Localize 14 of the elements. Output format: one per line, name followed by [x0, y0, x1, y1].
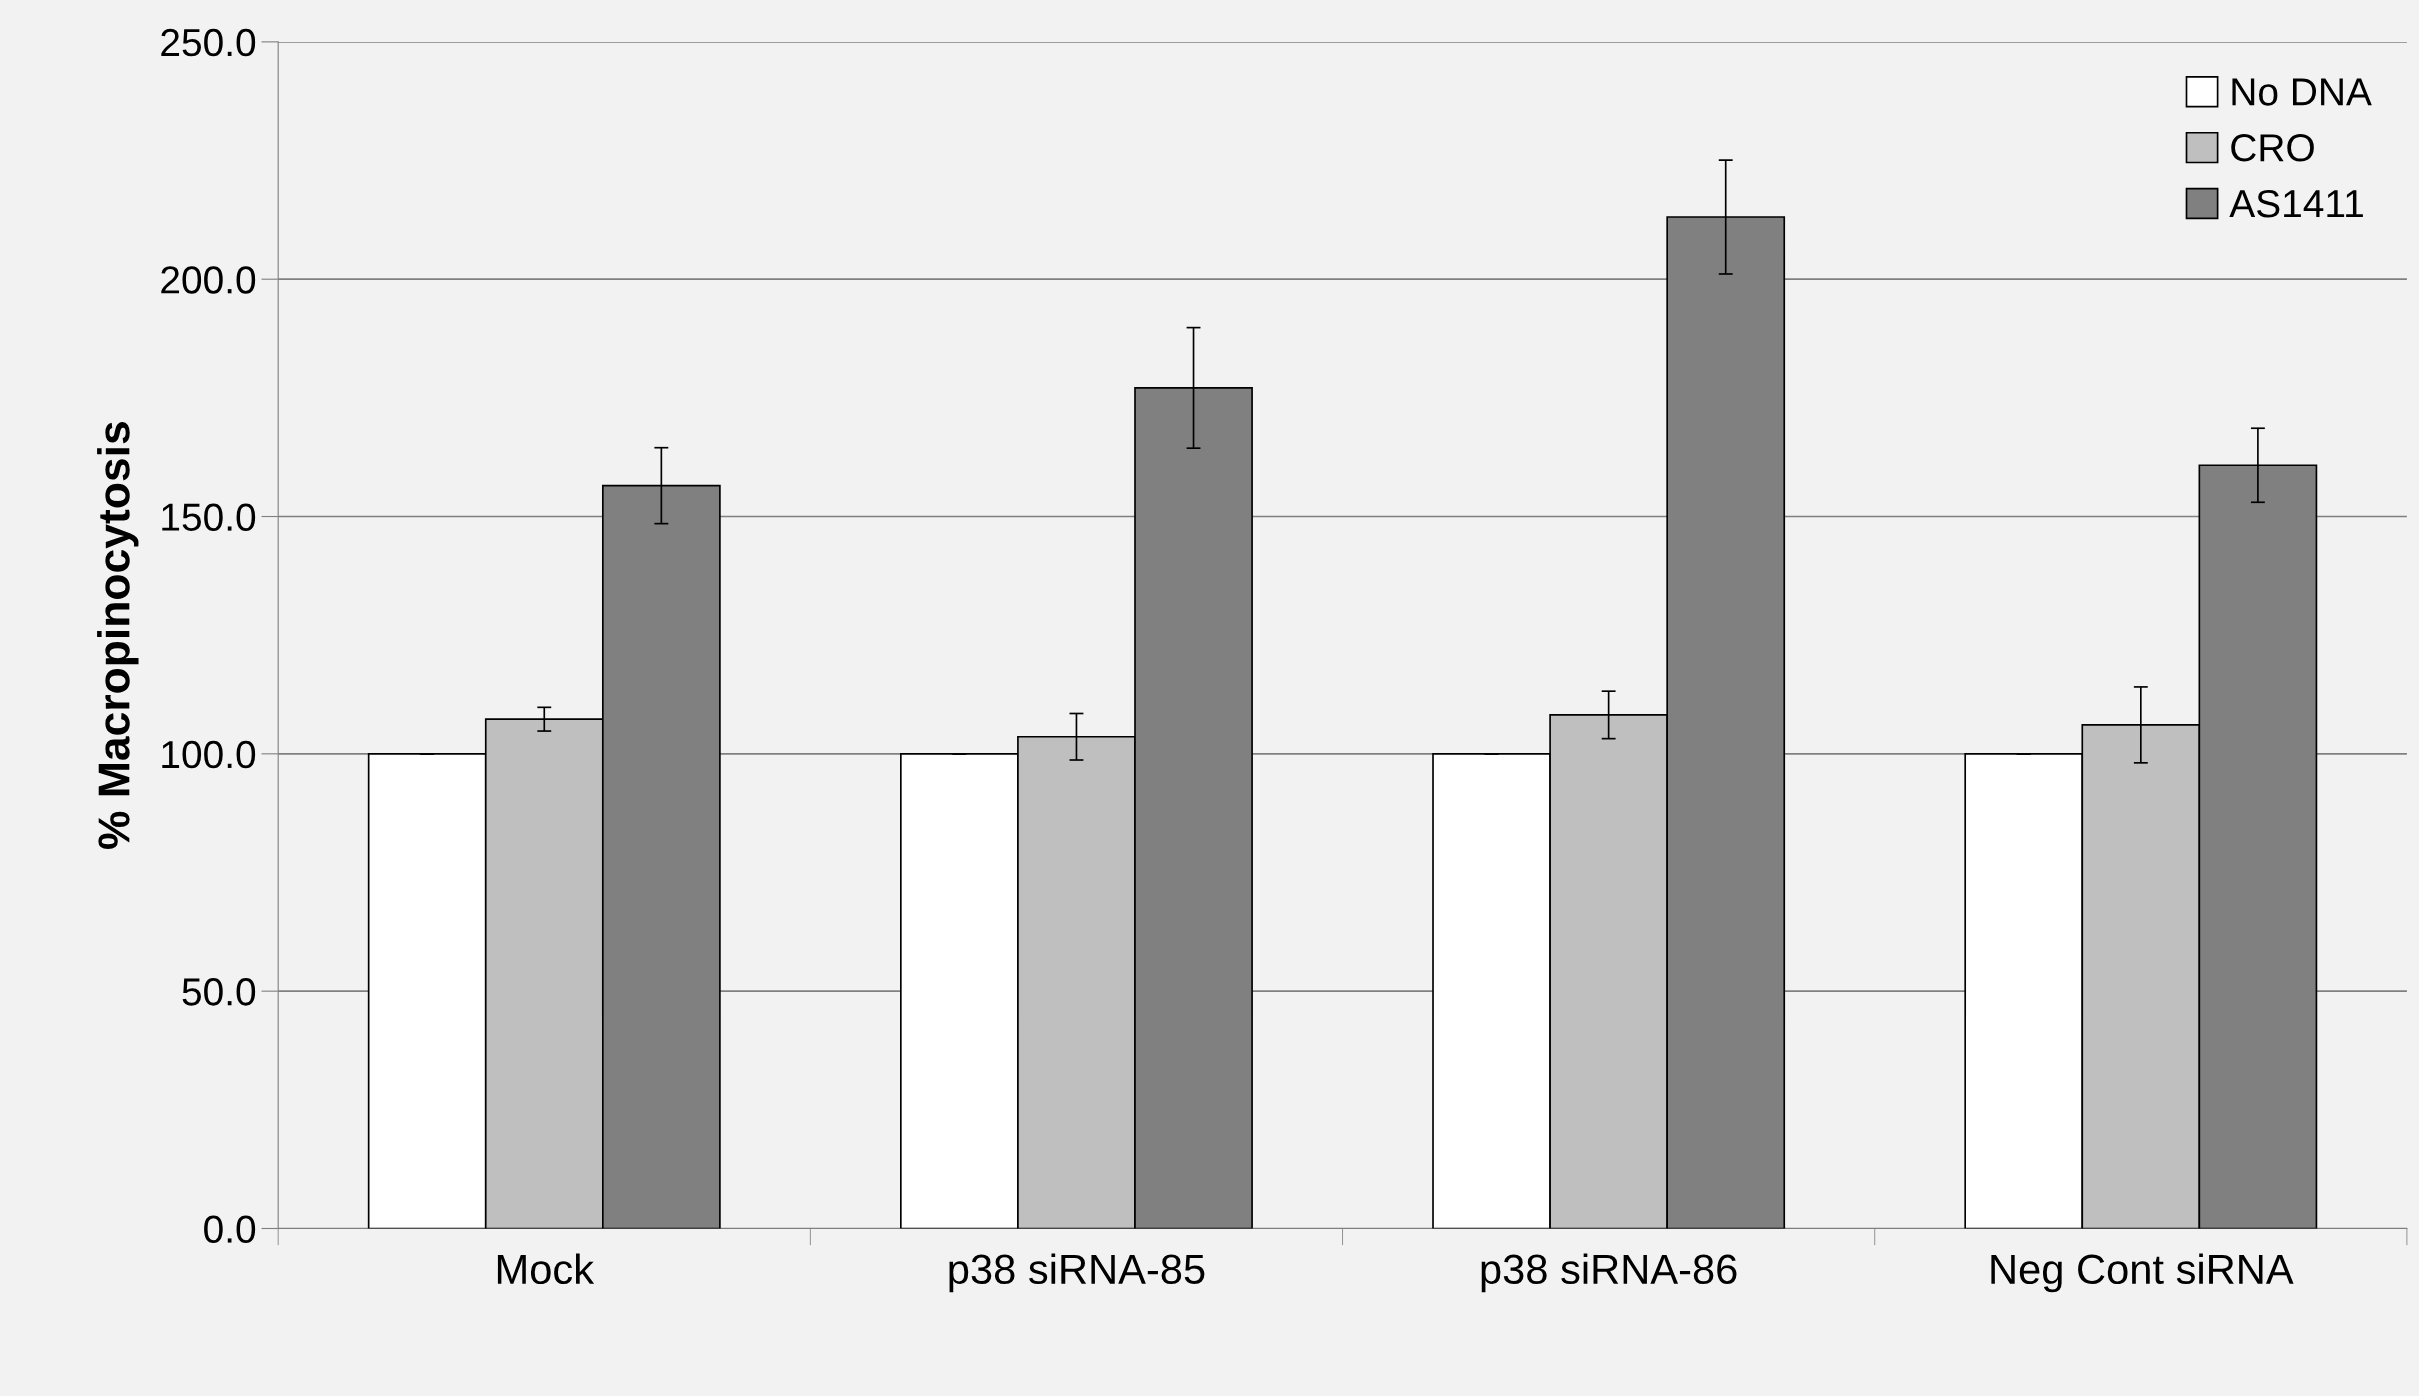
legend-label: AS1411 — [2229, 189, 2363, 218]
x-tick-label: Mock — [497, 1253, 595, 1285]
legend-label: CRO — [2231, 134, 2314, 162]
legend-label: No DNA — [2232, 78, 2372, 106]
x-tick-label: Neg Cont siRNA — [1991, 1253, 2294, 1293]
y-tick-label: 100.0 — [162, 740, 256, 769]
x-tick-label: p38 siRNA-85 — [949, 1253, 1205, 1293]
y-tick-label: 50.0 — [182, 978, 256, 1006]
x-tick-label: p38 siRNA-86 — [1481, 1253, 1737, 1293]
y-tick-label: 200.0 — [161, 266, 256, 294]
y-tick-label: 150.0 — [162, 503, 256, 531]
y-axis-title: % Macropinocytosis — [97, 422, 139, 849]
y-tick-label: 0.0 — [204, 1215, 256, 1243]
y-tick-label: 250.0 — [161, 28, 256, 57]
